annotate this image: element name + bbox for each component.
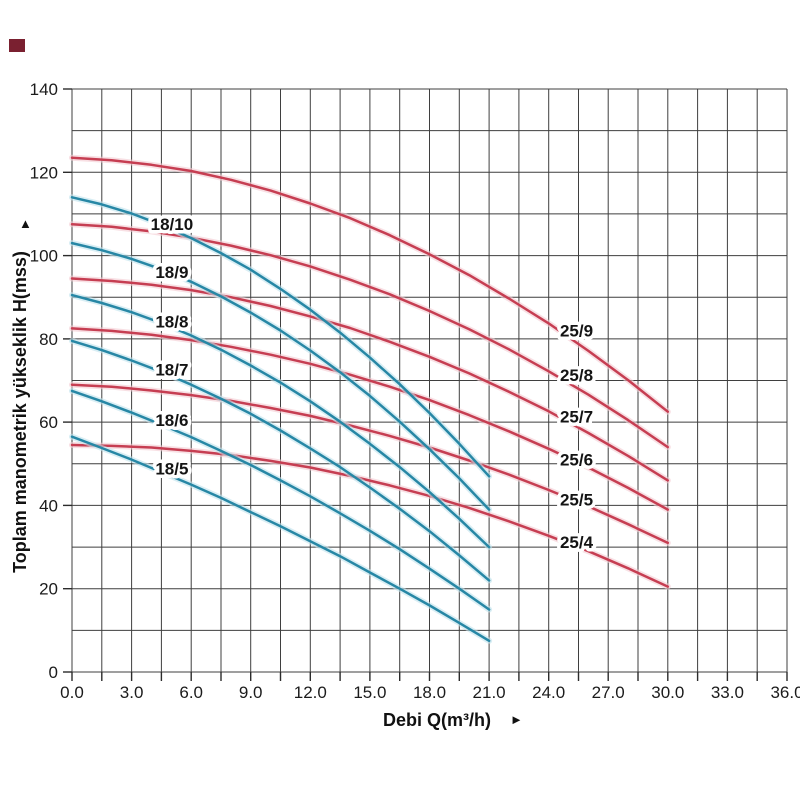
curve-label-18-8: 18/8 — [155, 312, 188, 331]
curve-label-18-7: 18/7 — [155, 360, 188, 379]
y-axis-arrow-icon: ▲ — [19, 216, 32, 231]
corner-marker — [9, 39, 25, 52]
y-axis-title: Toplam manometrik yükseklik H(mss) — [10, 251, 30, 573]
svg-text:15.0: 15.0 — [353, 683, 386, 702]
svg-text:40: 40 — [39, 496, 58, 515]
x-axis-arrow-icon: ► — [510, 712, 523, 727]
svg-text:33.0: 33.0 — [711, 683, 744, 702]
curve-label-25-8: 25/8 — [560, 366, 593, 385]
svg-text:120: 120 — [30, 163, 58, 182]
svg-text:80: 80 — [39, 330, 58, 349]
svg-text:6.0: 6.0 — [179, 683, 203, 702]
svg-text:12.0: 12.0 — [294, 683, 327, 702]
svg-text:20: 20 — [39, 580, 58, 599]
curve-label-18-5: 18/5 — [155, 459, 188, 478]
pump-curves — [69, 154, 671, 644]
svg-text:3.0: 3.0 — [120, 683, 144, 702]
curve-label-25-9: 25/9 — [560, 322, 593, 341]
curve-label-18-10: 18/10 — [151, 215, 194, 234]
curve-label-18-6: 18/6 — [155, 411, 188, 430]
svg-text:0: 0 — [49, 663, 58, 682]
curve-label-25-7: 25/7 — [560, 408, 593, 427]
svg-text:24.0: 24.0 — [532, 683, 565, 702]
svg-text:140: 140 — [30, 80, 58, 99]
svg-text:60: 60 — [39, 413, 58, 432]
svg-text:0.0: 0.0 — [60, 683, 84, 702]
axis-tick-labels: 0.0 3.0 6.0 9.0 12.0 15.0 18.0 21.0 24.0 27.0 30.0… — [30, 80, 800, 702]
curve-label-25-4: 25/4 — [560, 533, 594, 552]
axis-ticks — [63, 88, 788, 681]
svg-text:27.0: 27.0 — [592, 683, 625, 702]
svg-text:9.0: 9.0 — [239, 683, 263, 702]
x-axis-title: Debi Q(m³/h) — [383, 710, 491, 730]
svg-text:30.0: 30.0 — [651, 683, 684, 702]
curve-label-18-9: 18/9 — [155, 263, 188, 282]
curve-label-25-5: 25/5 — [560, 491, 593, 510]
svg-text:36.0: 36.0 — [770, 683, 800, 702]
svg-text:21.0: 21.0 — [473, 683, 506, 702]
curve-label-25-6: 25/6 — [560, 451, 593, 470]
svg-text:100: 100 — [30, 247, 58, 266]
curve-labels: 25/9 25/8 25/7 25/6 25/5 25/4 18/10 18/9 18/8 18/… — [147, 211, 597, 555]
svg-text:18.0: 18.0 — [413, 683, 446, 702]
